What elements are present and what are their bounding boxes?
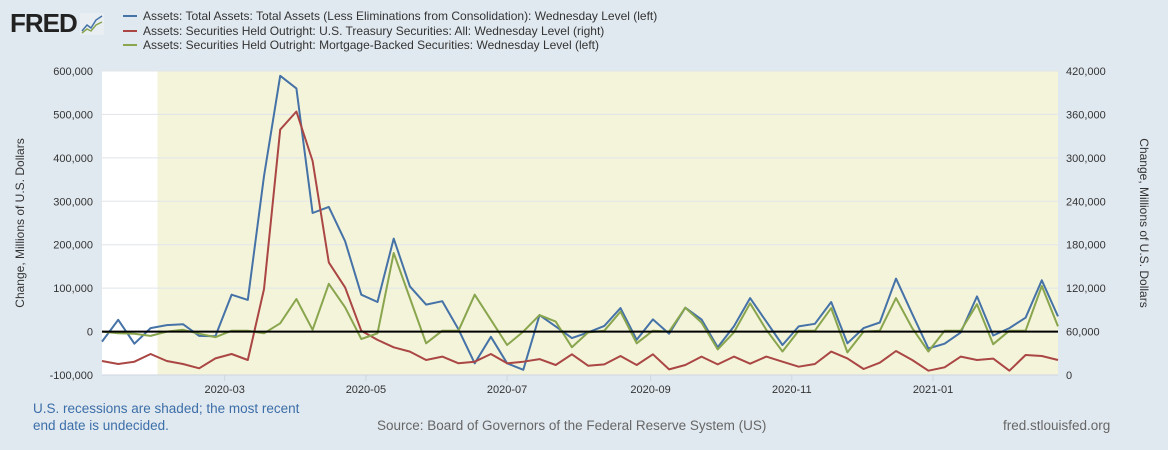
y-tick-label-right: 180,000 [1066,240,1106,252]
series-line-2 [101,252,1059,354]
x-tick-label: 2020-07 [487,384,527,396]
recession-shading [157,71,1059,375]
series-line-0 [101,74,1059,371]
series-line-1 [101,110,1059,372]
y-tick-label-left: 600,000 [53,66,93,78]
site-link[interactable]: fred.stlouisfed.org [1003,418,1111,433]
legend-swatch [123,15,137,18]
y-tick-label-left: -100,000 [50,370,93,382]
chart-logo-icon [79,12,104,35]
legend: Assets: Total Assets: Total Assets (Less… [123,9,657,53]
legend-item-treasury[interactable]: Assets: Securities Held Outright: U.S. T… [123,24,657,39]
legend-swatch [123,44,137,47]
y-tick-label-right: 240,000 [1066,196,1106,208]
y-tick-label-left: 400,000 [53,153,93,165]
legend-label: Assets: Securities Held Outright: U.S. T… [143,23,605,38]
x-tick-label: 2020-09 [630,384,670,396]
y-axis-label-left: Change, Millions of U.S. Dollars [13,138,27,307]
legend-item-mbs[interactable]: Assets: Securities Held Outright: Mortga… [123,38,657,53]
y-tick-label-left: 300,000 [53,196,93,208]
source-text: Source: Board of Governors of the Federa… [377,418,767,433]
x-tick-label: 2021-01 [913,384,953,396]
legend-swatch [123,29,137,32]
y-tick-label-right: 360,000 [1066,109,1106,121]
legend-item-total-assets[interactable]: Assets: Total Assets: Total Assets (Less… [123,9,657,24]
recession-note: U.S. recessions are shaded; the most rec… [33,400,299,434]
y-tick-label-left: 200,000 [53,240,93,252]
legend-label: Assets: Securities Held Outright: Mortga… [143,38,599,52]
logo-text: FRED [10,8,78,38]
y-tick-label-left: 0 [87,327,93,339]
y-tick-label-left: 100,000 [53,283,93,295]
y-tick-label-right: 420,000 [1066,66,1106,78]
fred-logo[interactable]: FRED [10,8,104,39]
x-tick-label: 2020-03 [204,384,244,396]
y-axis-label-right: Change, Millions of U.S. Dollars [1137,138,1151,307]
x-tick-label: 2020-05 [346,384,386,396]
y-tick-label-right: 300,000 [1066,153,1106,165]
legend-label: Assets: Total Assets: Total Assets (Less… [143,9,658,23]
recession-note-line: U.S. recessions are shaded; the most rec… [33,401,300,416]
y-tick-label-right: 0 [1066,370,1072,382]
recession-note-line: end date is undecided. [33,418,169,433]
y-tick-label-right: 60,000 [1066,327,1100,339]
y-tick-label-right: 120,000 [1066,283,1106,295]
x-tick-label: 2020-11 [772,384,812,396]
y-tick-label-left: 500,000 [53,109,93,121]
